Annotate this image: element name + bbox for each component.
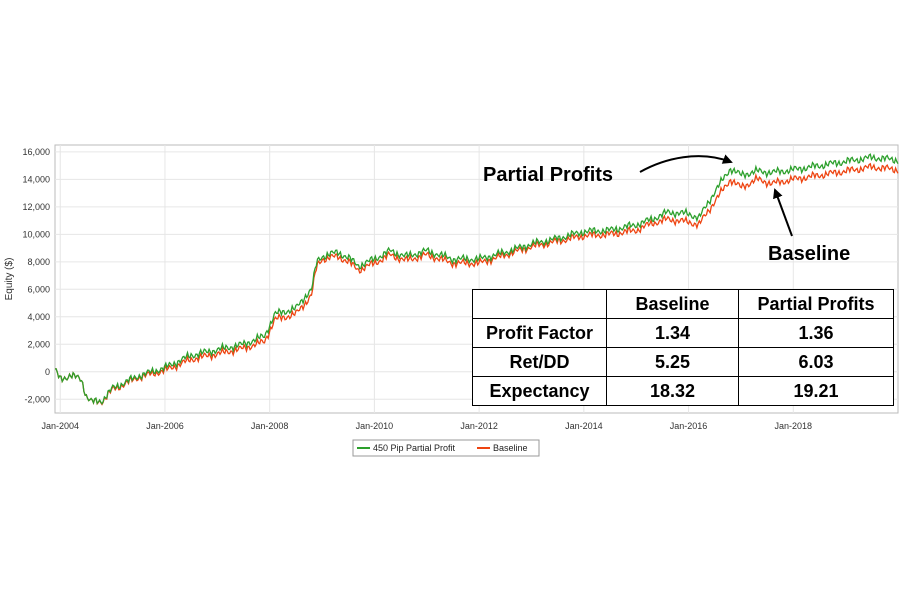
y-tick-labels: 16,000 14,000 12,000 10,000 8,000 6,000 4,000 2… [22,147,50,404]
y-tick-label: 8,000 [27,257,50,267]
baseline-annotation: Baseline [768,243,850,265]
stats-table: Baseline Partial Profits Profit Factor 1… [472,289,894,406]
legend-label-partial-profit: 450 Pip Partial Profit [373,443,456,453]
y-tick-label: 2,000 [27,339,50,349]
y-axis-label: Equity ($) [4,258,15,301]
series-line-baseline [55,162,899,406]
table-row: Profit Factor 1.34 1.36 [472,318,894,348]
x-tick-label: Jan-2006 [146,421,184,431]
cell-baseline-profit-factor: 1.34 [606,318,739,348]
x-tick-label: Jan-2016 [670,421,708,431]
x-tick-label: Jan-2018 [775,421,813,431]
legend: 450 Pip Partial Profit Baseline [352,439,540,457]
series-line-450-pip-partial-profit [55,153,899,406]
header-baseline: Baseline [606,289,739,319]
table-row: Ret/DD 5.25 6.03 [472,347,894,377]
series-lines [55,153,899,406]
cell-baseline-ret-dd: 5.25 [606,347,739,377]
header-partial-profits: Partial Profits [738,289,894,319]
y-tick-label: 4,000 [27,312,50,322]
x-tick-label: Jan-2010 [356,421,394,431]
cell-baseline-expectancy: 18.32 [606,376,739,406]
cell-partial-expectancy: 19.21 [738,376,894,406]
cell-partial-profit-factor: 1.36 [738,318,894,348]
x-tick-label: Jan-2012 [460,421,498,431]
partial-profits-annotation: Partial Profits [483,164,613,186]
y-tick-label: 10,000 [22,229,50,239]
baseline-arrow [773,188,793,237]
y-tick-label: 12,000 [22,202,50,212]
table-row: Expectancy 18.32 19.21 [472,376,894,406]
y-tick-label: 6,000 [27,284,50,294]
y-tick-label: -2,000 [24,394,50,404]
x-tick-label: Jan-2004 [41,421,79,431]
x-tick-label: Jan-2008 [251,421,289,431]
cell-partial-ret-dd: 6.03 [738,347,894,377]
y-tick-label: 16,000 [22,147,50,157]
table-corner-cell [472,289,607,319]
x-tick-labels: Jan-2004 Jan-2006 Jan-2008 Jan-2010 Jan-2012… [41,421,812,431]
row-label-expectancy: Expectancy [472,376,607,406]
y-tick-label: 0 [45,367,50,377]
partial-profits-arrow [639,154,733,173]
row-label-ret-dd: Ret/DD [472,347,607,377]
legend-label-baseline: Baseline [493,443,528,453]
stats-header-row: Baseline Partial Profits [472,289,894,319]
legend-box [352,439,540,457]
x-tick-label: Jan-2014 [565,421,603,431]
row-label-profit-factor: Profit Factor [472,318,607,348]
y-tick-label: 14,000 [22,174,50,184]
